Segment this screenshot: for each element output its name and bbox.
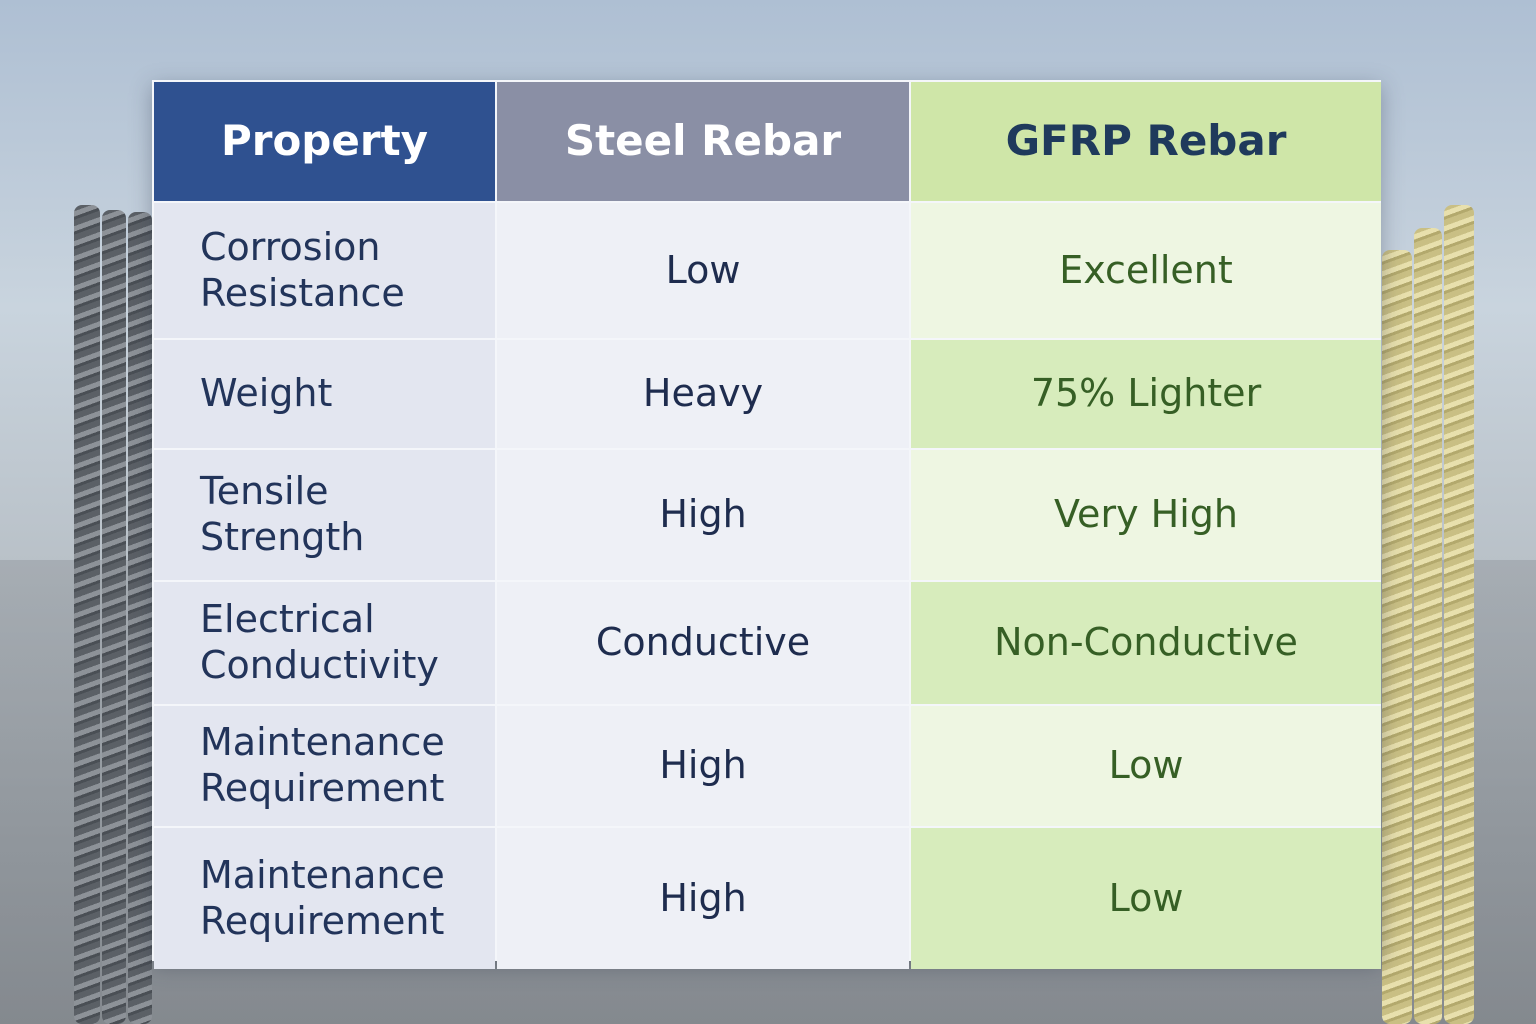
steel-rebar [102,210,126,1024]
property-cell: Weight [154,340,495,448]
value-cell: Low [911,706,1381,826]
property-cell: Corrosion Resistance [154,203,495,338]
value-cell-text: High [659,492,747,537]
property-cell-text: Weight [200,371,333,416]
value-cell-text: Non-Conductive [994,620,1298,665]
value-cell: High [497,706,909,826]
header-cell-text: Property [220,116,429,166]
property-cell-text: Electrical Conductivity [200,597,439,687]
property-cell: Maintenance Requirement [154,828,495,969]
value-cell: Non-Conductive [911,582,1381,704]
value-cell-text: Heavy [642,371,764,416]
header-cell: GFRP Rebar [911,82,1381,201]
value-cell-text: Excellent [1059,247,1233,292]
gfrp-rebar [1444,205,1474,1024]
header-cell: Property [154,82,495,201]
property-cell-text: Tensile Strength [200,469,365,559]
comparison-table: Property Steel Rebar GFRP Rebar Corrosion R… [152,80,1381,969]
value-cell-text: Very High [1054,492,1238,537]
steel-rebar [74,205,100,1024]
property-cell: Tensile Strength [154,450,495,580]
value-cell: High [497,828,909,969]
value-cell-text: High [659,743,747,788]
header-cell-text: GFRP Rebar [1005,116,1287,166]
value-cell: Heavy [497,340,909,448]
value-cell-text: Low [665,247,741,292]
property-cell-text: Maintenance Requirement [200,720,445,810]
value-cell-text: High [659,875,747,920]
steel-rebar [128,212,152,1024]
value-cell: Conductive [497,582,909,704]
gfrp-rebar [1382,250,1412,1024]
value-cell: Low [497,203,909,338]
value-cell-text: Conductive [595,620,811,665]
property-cell-text: Corrosion Resistance [200,224,405,315]
value-cell: Low [911,828,1381,969]
value-cell-text: Low [1108,875,1184,920]
value-cell: Very High [911,450,1381,580]
value-cell: Excellent [911,203,1381,338]
header-cell: Steel Rebar [497,82,909,201]
value-cell-text: 75% Lighter [1030,371,1262,416]
value-cell-text: Low [1108,743,1184,788]
property-cell-text: Maintenance Requirement [200,852,445,943]
value-cell: 75% Lighter [911,340,1381,448]
header-cell-text: Steel Rebar [564,116,842,166]
property-cell: Maintenance Requirement [154,706,495,826]
gfrp-rebar [1414,228,1442,1024]
value-cell: High [497,450,909,580]
property-cell: Electrical Conductivity [154,582,495,704]
